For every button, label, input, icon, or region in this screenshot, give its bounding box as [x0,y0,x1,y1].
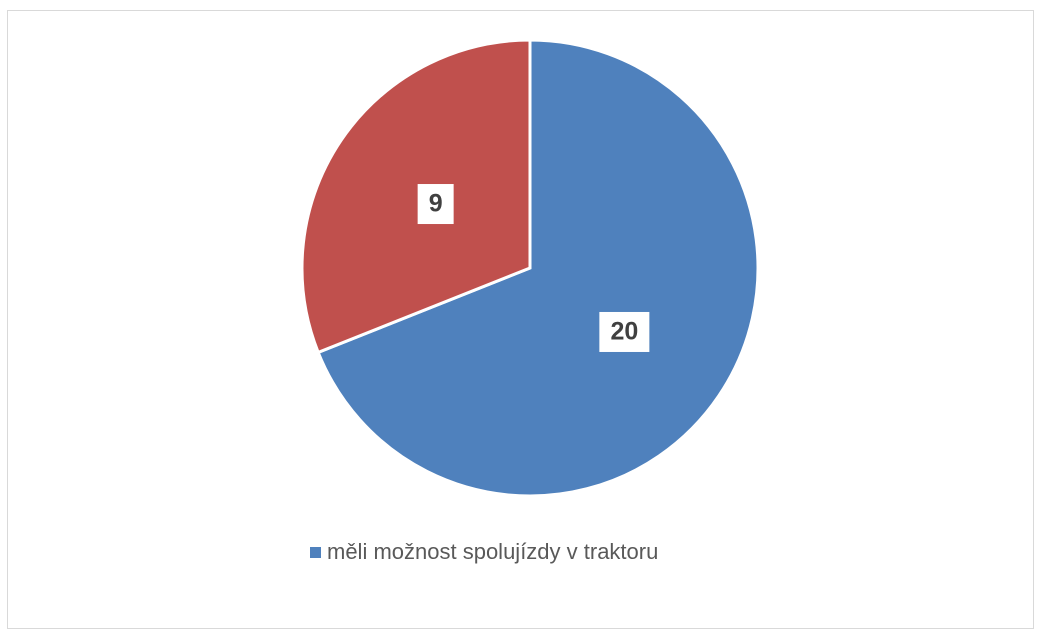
data-label-box [417,184,454,225]
data-label: 20 [610,318,638,346]
pie-slice [316,38,760,498]
legend-label: měli možnost spolujízdy v traktoru [327,539,658,564]
data-label-box [599,311,650,352]
legend-swatch [310,547,321,558]
pie-slice [300,38,532,355]
data-label: 9 [429,190,443,218]
